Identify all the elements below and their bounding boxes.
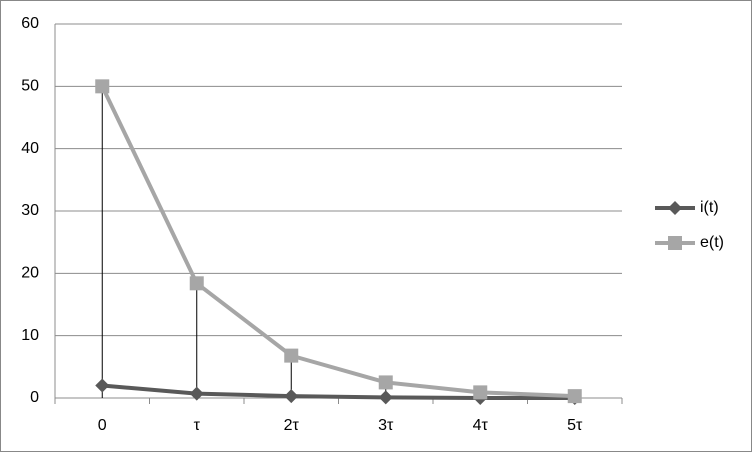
y-tick-label: 40 <box>21 140 39 157</box>
legend-marker <box>668 236 682 250</box>
x-tick-label: 0 <box>98 417 107 434</box>
data-point <box>284 348 299 363</box>
data-point <box>189 276 204 291</box>
legend-label: e(t) <box>700 234 724 251</box>
series-line <box>100 85 575 399</box>
y-tick-label: 20 <box>21 265 39 282</box>
data-point <box>95 79 110 94</box>
legend-label: i(t) <box>700 199 719 216</box>
legend-marker <box>668 201 682 215</box>
data-point <box>284 389 299 404</box>
data-point <box>95 378 110 393</box>
x-tick-label: 4τ <box>473 417 489 434</box>
y-tick-label: 50 <box>21 78 39 95</box>
x-tick-label: 3τ <box>378 417 394 434</box>
x-tick-label: 5τ <box>567 417 583 434</box>
data-point <box>189 386 204 401</box>
y-tick-label: 0 <box>30 389 39 406</box>
data-point <box>378 375 393 390</box>
y-tick-label: 60 <box>21 15 39 32</box>
x-tick-label: τ <box>194 417 201 434</box>
x-tick-label: 2τ <box>284 417 300 434</box>
data-point <box>567 389 582 404</box>
series-line <box>102 383 575 400</box>
y-tick-label: 30 <box>21 202 39 219</box>
y-tick-label: 10 <box>21 327 39 344</box>
data-point <box>473 385 488 400</box>
data-point <box>378 390 393 405</box>
